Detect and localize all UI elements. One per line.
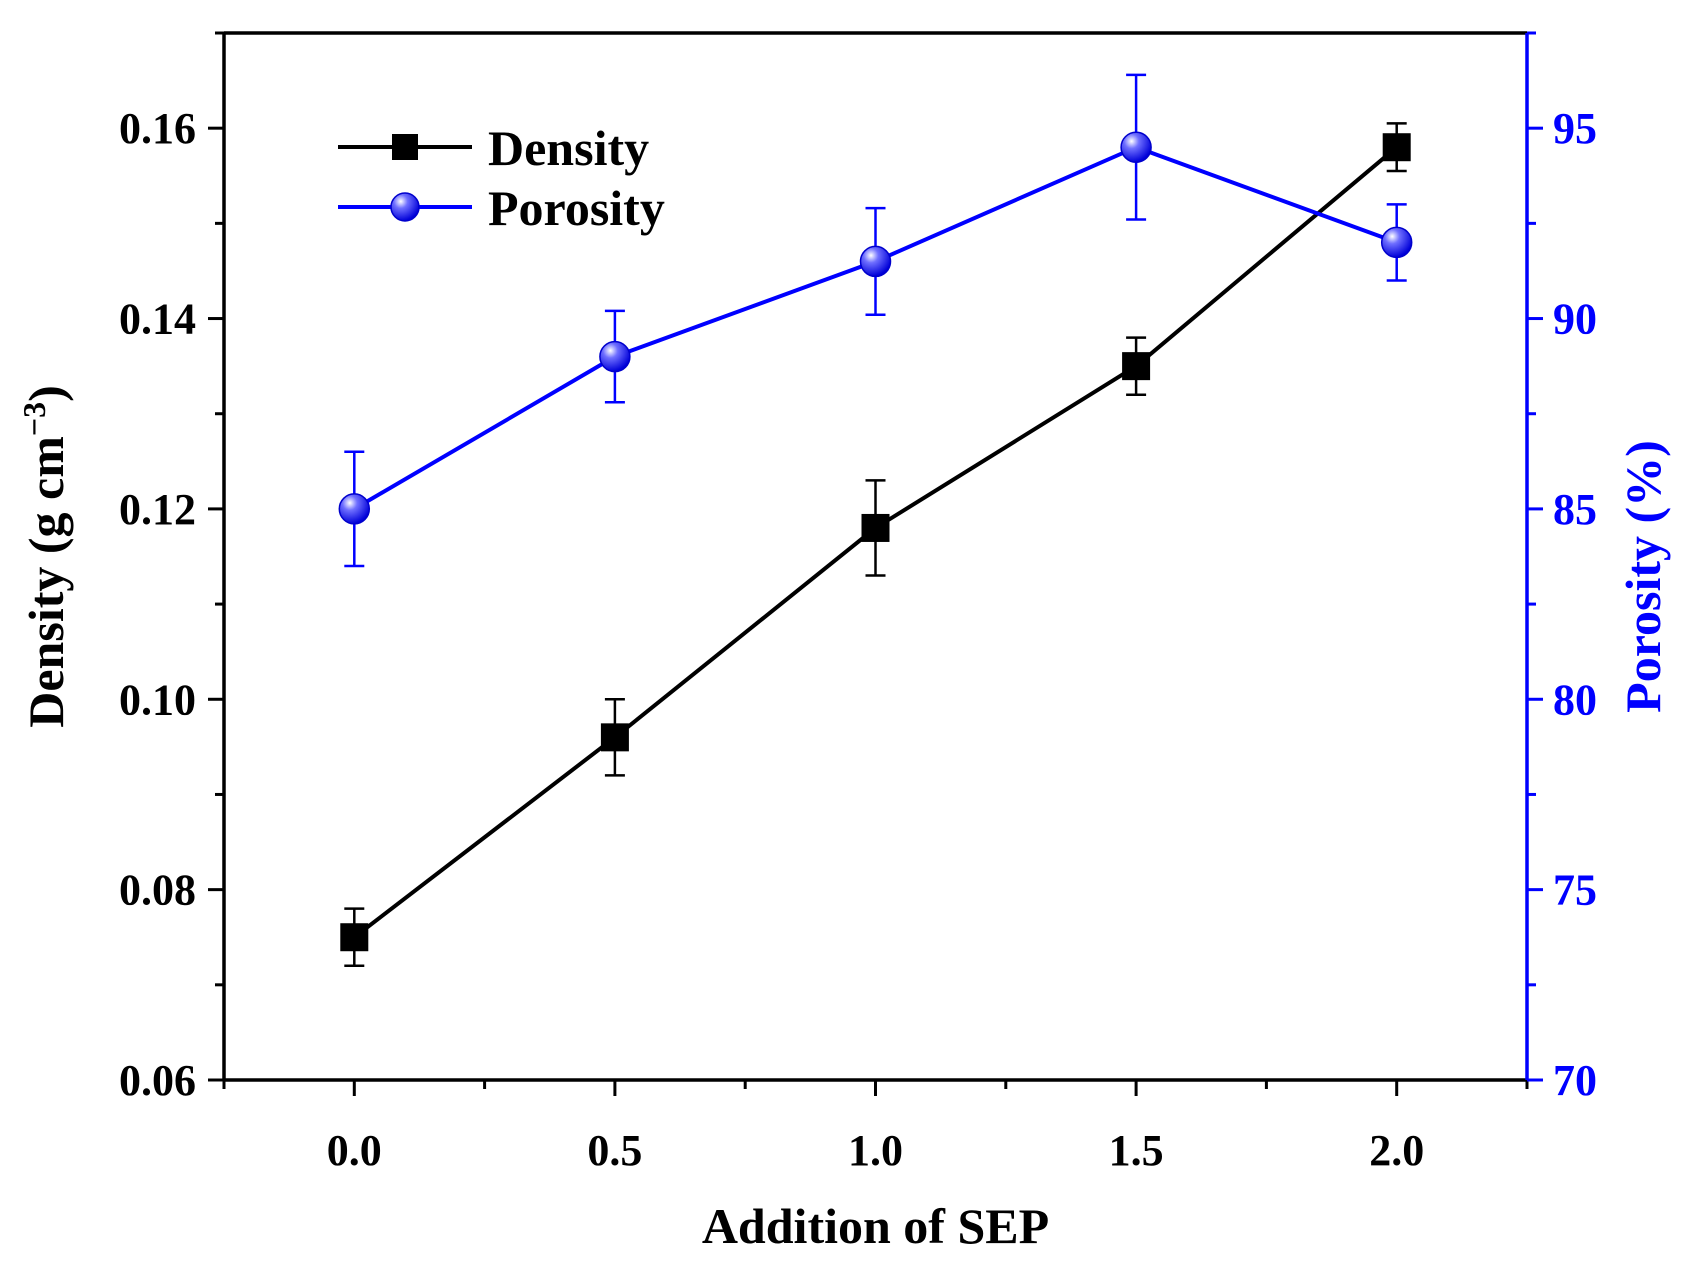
y2-tick-label: 75 [1553, 866, 1597, 915]
x-tick-label: 2.0 [1369, 1126, 1424, 1175]
data-point [340, 923, 369, 952]
y-tick-label: 0.10 [119, 675, 196, 724]
y-tick-label: 0.12 [119, 485, 196, 534]
y2-axis-title: Porosity (%) [1615, 440, 1671, 713]
y2-tick-label: 80 [1553, 675, 1597, 724]
data-point [599, 340, 631, 373]
series-porosity [338, 73, 1413, 568]
x-tick-label: 0.0 [327, 1126, 382, 1175]
data-point [1122, 352, 1151, 381]
y-tick-label: 0.06 [119, 1056, 196, 1105]
x-tick-label: 0.5 [587, 1126, 642, 1175]
y2-tick-label: 95 [1553, 104, 1597, 153]
y-axis-title-close: ) [18, 385, 74, 402]
data-point [861, 513, 890, 542]
y-axis-title: Density (g cm−3) [16, 385, 74, 728]
series-layer [338, 73, 1413, 968]
y-axis-title-main: Density (g cm [18, 436, 74, 728]
data-point [859, 245, 892, 278]
series-density [340, 122, 1411, 968]
y2-tick-label: 70 [1553, 1056, 1597, 1105]
y-tick-label: 0.14 [119, 295, 196, 344]
legend: Density Porosity [338, 120, 665, 236]
y-axis-title-superscript: −3 [16, 402, 52, 436]
y2-tick-label: 85 [1553, 485, 1597, 534]
data-point [1380, 226, 1413, 259]
y-tick-label: 0.08 [119, 866, 196, 915]
legend-porosity-marker [390, 192, 420, 222]
x-tick-label: 1.5 [1109, 1126, 1164, 1175]
x-axis-title: Addition of SEP [702, 1198, 1049, 1254]
data-point [600, 723, 629, 752]
data-point [1382, 133, 1411, 162]
data-point [1120, 131, 1152, 163]
y-tick-label: 0.16 [119, 104, 196, 153]
legend-density-label: Density [488, 120, 649, 176]
ticks: 0.0 0.5 1.0 1.5 2.0 0.06 0.08 0.10 0.12 0.14 0.16 7… [119, 31, 1597, 1175]
y2-tick-label: 90 [1553, 295, 1597, 344]
axes [222, 31, 1529, 1082]
x-tick-label: 1.0 [848, 1126, 903, 1175]
data-point [338, 493, 371, 525]
legend-porosity-label: Porosity [488, 180, 665, 236]
legend-density-marker [392, 134, 418, 160]
